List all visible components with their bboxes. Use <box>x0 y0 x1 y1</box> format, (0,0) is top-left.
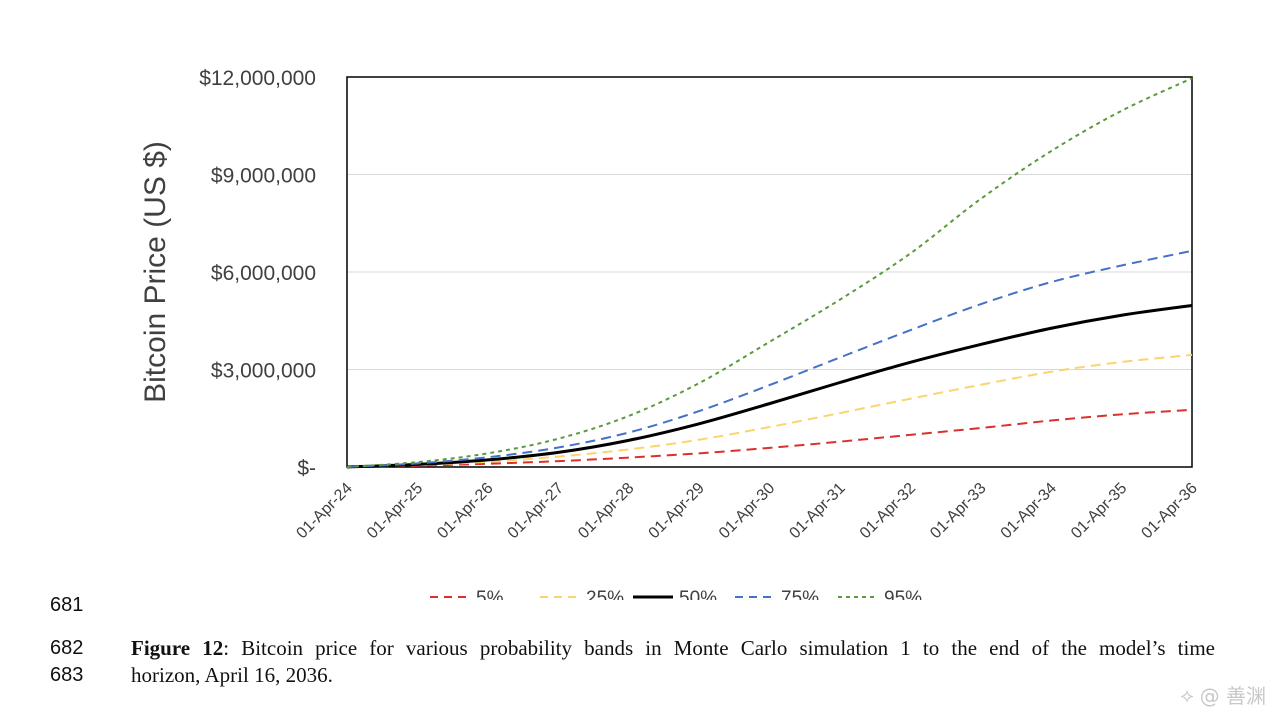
line-number-682: 682 <box>50 637 84 659</box>
chart: $- $3,000,000 $6,000,000 $9,000,000 $12,000,… <box>139 67 1201 600</box>
figure-label: Figure 12 <box>131 636 224 660</box>
y-axis-label: Bitcoin Price (US $) <box>139 141 172 403</box>
x-tick-label: 01-Apr-36 <box>1138 480 1200 542</box>
legend-label: 95% <box>884 588 922 600</box>
figure-caption-line2: horizon, April 16, 2036. <box>131 663 333 687</box>
y-tick-label: $12,000,000 <box>199 67 316 90</box>
figure-caption-line1: Figure 12: Bitcoin price for various pro… <box>131 635 1215 662</box>
y-tick-label: $- <box>297 457 316 480</box>
series-line-50pct <box>346 303 1193 469</box>
caption-text-line1: : Bitcoin price for various probability … <box>223 636 1215 660</box>
gridlines <box>347 174 1192 370</box>
series-line-5pct <box>346 408 1193 468</box>
y-tick-label: $9,000,000 <box>211 165 316 188</box>
x-tick-label: 01-Apr-25 <box>364 480 426 542</box>
x-tick-label: 01-Apr-33 <box>927 480 989 542</box>
series-line-25pct <box>346 353 1193 468</box>
y-tick-labels: $- $3,000,000 $6,000,000 $9,000,000 $12,000,… <box>199 67 316 480</box>
line-number-681: 681 <box>50 594 84 616</box>
legend-label: 75% <box>781 588 819 600</box>
y-tick-label: $3,000,000 <box>211 360 316 383</box>
line-number-683: 683 <box>50 664 84 686</box>
series-lines <box>346 77 1193 469</box>
watermark: ⟡ @ 善渊 <box>1180 680 1266 709</box>
x-tick-label: 01-Apr-32 <box>857 480 919 542</box>
x-tick-label: 01-Apr-29 <box>646 480 708 542</box>
watermark-logo-icon: ⟡ <box>1180 682 1194 707</box>
x-tick-label: 01-Apr-30 <box>716 480 778 542</box>
legend-label: 25% <box>586 588 624 600</box>
x-tick-label: 01-Apr-27 <box>505 480 567 542</box>
series-line-75pct <box>346 249 1193 468</box>
x-tick-label: 01-Apr-24 <box>293 480 355 542</box>
watermark-text: @ 善渊 <box>1199 684 1266 708</box>
x-tick-label: 01-Apr-31 <box>786 480 848 542</box>
x-tick-label: 01-Apr-34 <box>998 480 1060 542</box>
x-tick-label: 01-Apr-26 <box>434 480 496 542</box>
legend-label: 5% <box>476 588 504 600</box>
x-tick-label: 01-Apr-28 <box>575 480 637 542</box>
series-line-95pct <box>346 77 1193 468</box>
legend-label: 50% <box>679 588 717 600</box>
legend: 5% 25% 50% 75% 95% <box>430 588 922 600</box>
x-tick-labels: 01-Apr-24 01-Apr-25 01-Apr-26 01-Apr-27 01-A… <box>293 480 1200 542</box>
y-tick-label: $6,000,000 <box>211 262 316 285</box>
x-tick-label: 01-Apr-35 <box>1068 480 1130 542</box>
plot-area <box>346 76 1193 468</box>
